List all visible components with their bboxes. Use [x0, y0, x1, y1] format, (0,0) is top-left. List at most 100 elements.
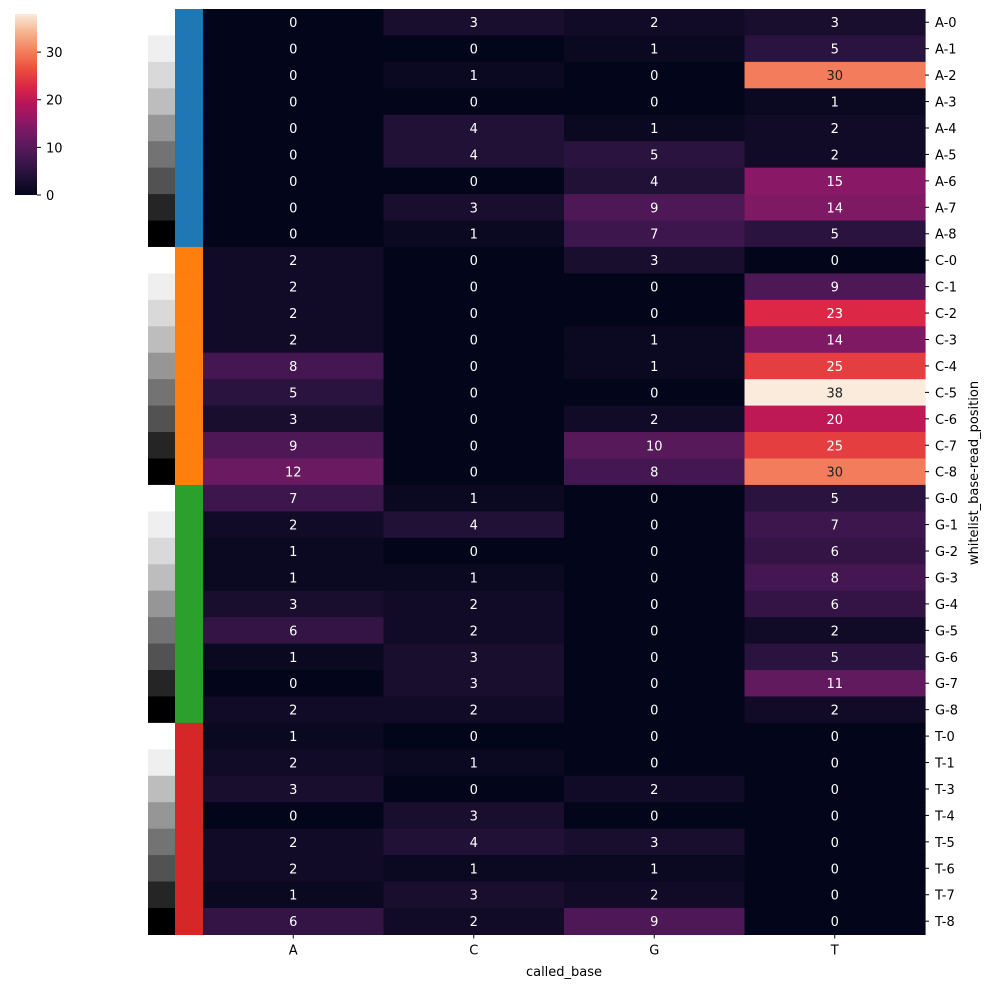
- y-tick-label: A-5: [935, 148, 957, 163]
- row-color-position: [148, 220, 175, 248]
- cell-value-label: 1: [289, 545, 297, 560]
- cell-value-label: 5: [831, 228, 839, 243]
- heatmap-cell: [203, 379, 385, 407]
- heatmap-cell: [564, 194, 746, 222]
- heatmap-cell: [203, 114, 385, 142]
- heatmap-cell: [383, 484, 565, 512]
- cell-value-label: 6: [289, 624, 297, 639]
- row-color-base: [175, 432, 203, 460]
- cell-value-label: 1: [289, 571, 297, 586]
- cell-value-label: 1: [650, 43, 658, 58]
- cell-value-label: 0: [650, 69, 658, 84]
- y-tick-label: G-3: [935, 571, 958, 586]
- cell-value-label: 30: [826, 466, 843, 481]
- cell-value-label: 0: [289, 148, 297, 163]
- cell-value-label: 2: [289, 281, 297, 296]
- heatmap-cell: [564, 907, 746, 935]
- cell-value-label: 4: [470, 836, 478, 851]
- row-color-base: [175, 749, 203, 777]
- heatmap-cell: [203, 61, 385, 89]
- row-color-base: [175, 907, 203, 935]
- row-color-base: [175, 299, 203, 327]
- heatmap-cell: [744, 828, 926, 856]
- y-tick-label: T-1: [934, 757, 955, 772]
- cell-value-label: 8: [650, 466, 658, 481]
- heatmap-cell: [564, 828, 746, 856]
- y-tick-label: G-0: [935, 492, 958, 507]
- cell-value-label: 9: [650, 201, 658, 216]
- row-color-base: [175, 405, 203, 433]
- heatmap-cell: [564, 749, 746, 777]
- heatmap-cell: [744, 511, 926, 539]
- heatmap-cell: [564, 802, 746, 830]
- heatmap-cell: [383, 907, 565, 935]
- colorbar: 0 10 20 30: [15, 14, 63, 204]
- cell-value-label: 7: [650, 228, 658, 243]
- cell-value-label: 0: [470, 43, 478, 58]
- cell-value-label: 9: [289, 439, 297, 454]
- cell-value-label: 0: [289, 69, 297, 84]
- heatmap-cell: [383, 299, 565, 327]
- cell-value-label: 0: [650, 519, 658, 534]
- y-tick-label: G-8: [935, 704, 958, 719]
- heatmap-cell: [383, 141, 565, 169]
- heatmap-cell: [383, 696, 565, 724]
- heatmap-cell: [203, 775, 385, 803]
- row-color-base: [175, 670, 203, 698]
- cell-value-label: 1: [650, 862, 658, 877]
- row-color-base: [175, 379, 203, 407]
- heatmap-cell: [383, 855, 565, 883]
- cell-value-label: 2: [831, 148, 839, 163]
- cell-value-label: 1: [470, 69, 478, 84]
- row-colors-read-position: [148, 9, 175, 935]
- cell-value-label: 0: [650, 386, 658, 401]
- heatmap-cell: [203, 458, 385, 486]
- cell-value-label: 2: [289, 704, 297, 719]
- heatmap-cell: [383, 643, 565, 671]
- heatmap-cell: [744, 299, 926, 327]
- heatmap-cell: [744, 114, 926, 142]
- x-tick-label: T: [830, 943, 839, 958]
- heatmap-cell: [744, 802, 926, 830]
- heatmap-cell: [564, 590, 746, 618]
- cell-value-label: 1: [289, 651, 297, 666]
- colorbar-gradient: [15, 14, 37, 195]
- cell-value-label: 0: [470, 545, 478, 560]
- y-tick-labels: A-0 A-1 A-2 A-3 A-4 A-5 A-6 A-7 A-8 C-0 C-1 C-2 C-3 C…: [925, 16, 958, 930]
- heatmap-cell: [383, 326, 565, 354]
- row-color-position: [148, 802, 175, 830]
- row-color-position: [148, 352, 175, 380]
- heatmap-cell: [203, 670, 385, 698]
- cell-value-label: 0: [650, 730, 658, 745]
- y-tick-label: A-3: [935, 96, 957, 111]
- cell-value-label: 14: [826, 201, 843, 216]
- y-tick-label: A-2: [935, 69, 957, 84]
- heatmap-cell: [383, 564, 565, 592]
- y-tick-label: C-0: [935, 254, 957, 269]
- row-color-position: [148, 722, 175, 750]
- heatmap-cell: [744, 326, 926, 354]
- cell-value-label: 0: [831, 757, 839, 772]
- heatmap-cell: [203, 141, 385, 169]
- y-tick-label: C-6: [935, 413, 957, 428]
- cell-value-label: 9: [831, 281, 839, 296]
- cell-value-label: 3: [470, 809, 478, 824]
- y-tick-label: T-3: [934, 783, 955, 798]
- heatmap-cell: [744, 722, 926, 750]
- heatmap-cell: [564, 61, 746, 89]
- cell-value-label: 3: [650, 836, 658, 851]
- cell-value-label: 5: [289, 386, 297, 401]
- y-tick-label: T-8: [934, 915, 955, 930]
- cell-value-label: 0: [650, 704, 658, 719]
- heatmap-annotations: 0 3 2 30 0 1 50 1 0 300 0 0 10 4 1 20 4 5 20 0 4 150 3 9 140 1 7 52…: [285, 16, 843, 930]
- cell-value-label: 1: [650, 122, 658, 137]
- row-color-position: [148, 88, 175, 116]
- cell-value-label: 15: [826, 175, 843, 190]
- row-color-position: [148, 194, 175, 222]
- heatmap-cell: [203, 194, 385, 222]
- y-tick-label: C-5: [935, 386, 957, 401]
- cell-value-label: 2: [650, 783, 658, 798]
- row-color-position: [148, 564, 175, 592]
- heatmap-cell: [383, 617, 565, 645]
- row-color-base: [175, 484, 203, 512]
